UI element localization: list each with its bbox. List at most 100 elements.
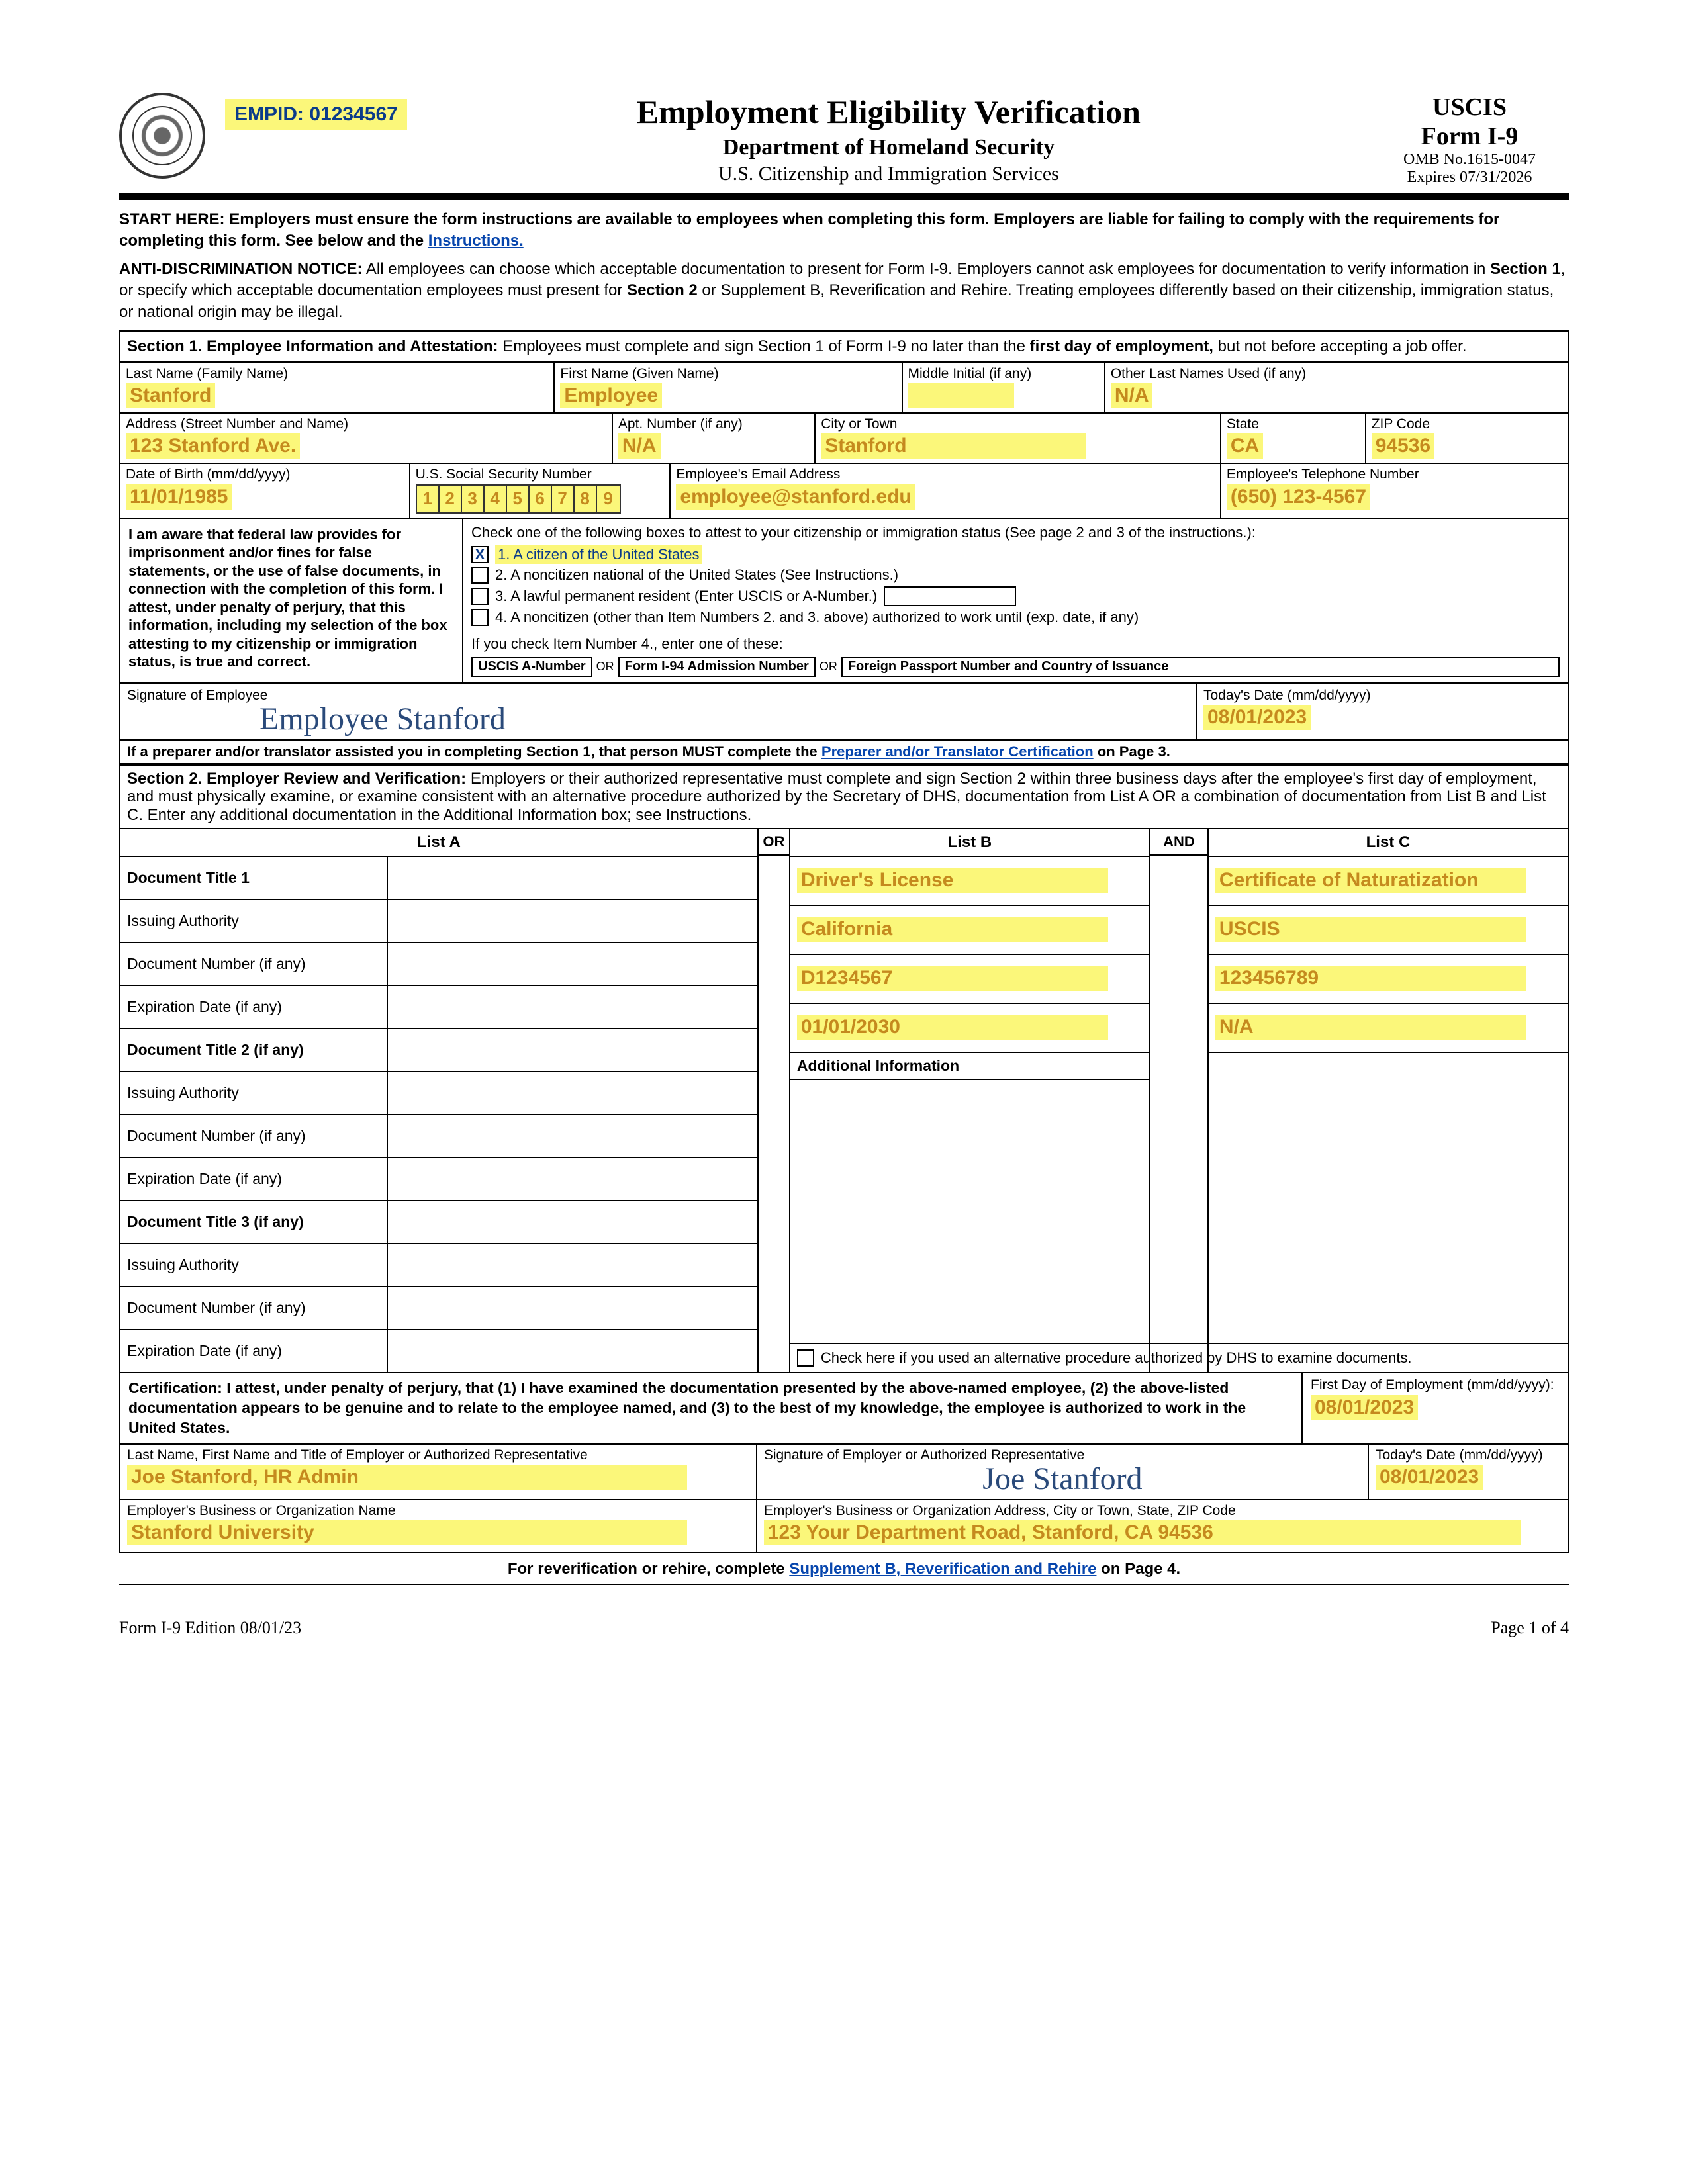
or-text-1: OR: [596, 660, 614, 674]
address-label: Address (Street Number and Name): [126, 416, 606, 432]
list-c-num[interactable]: 123456789: [1215, 966, 1526, 991]
list-a-exp-2[interactable]: [388, 1158, 757, 1200]
list-a-num-1[interactable]: [388, 943, 757, 985]
city-value[interactable]: Stanford: [821, 433, 1086, 459]
citizen-checkbox[interactable]: X: [471, 546, 489, 563]
and-column: AND: [1149, 829, 1209, 1372]
doc-title-1-label: Document Title 1: [120, 857, 388, 899]
start-here-text: START HERE: Employers must ensure the fo…: [119, 209, 1569, 252]
footer-rule: [119, 1584, 1569, 1585]
expires: Expires 07/31/2026: [1370, 169, 1569, 187]
apt-value[interactable]: N/A: [618, 433, 661, 459]
fdoe-label: First Day of Employment (mm/dd/yyyy):: [1311, 1377, 1560, 1393]
list-a-column: List A Document Title 1 Issuing Authorit…: [120, 829, 757, 1372]
org-name-label: Employer's Business or Organization Name: [127, 1503, 749, 1519]
doc-num-3-label: Document Number (if any): [120, 1287, 388, 1329]
other-names-label: Other Last Names Used (if any): [1111, 366, 1562, 382]
first-name-label: First Name (Given Name): [560, 366, 896, 382]
first-name-value[interactable]: Employee: [560, 383, 662, 408]
dob-row: Date of Birth (mm/dd/yyyy)11/01/1985 U.S…: [119, 464, 1569, 518]
lpr-number-field[interactable]: [884, 586, 1016, 606]
org-addr-label: Employer's Business or Organization Addr…: [764, 1503, 1561, 1519]
noncitizen-checkbox[interactable]: [471, 609, 489, 626]
employer-name[interactable]: Joe Stanford, HR Admin: [127, 1465, 687, 1490]
list-a-title-2[interactable]: [388, 1029, 757, 1071]
title-block: Employment Eligibility Verification Depa…: [427, 93, 1350, 185]
list-a-num-2[interactable]: [388, 1115, 757, 1157]
list-a-exp-3[interactable]: [388, 1330, 757, 1372]
empid-badge: EMPID: 01234567: [225, 99, 407, 130]
lpr-checkbox[interactable]: [471, 588, 489, 605]
employer-sig-row: Last Name, First Name and Title of Emplo…: [119, 1445, 1569, 1500]
ssn-value[interactable]: 123456789: [416, 484, 621, 514]
doc-num-label: Document Number (if any): [120, 943, 388, 985]
list-c-title[interactable]: Certificate of Naturatization: [1215, 868, 1526, 893]
employer-sign-date[interactable]: 08/01/2023: [1376, 1465, 1483, 1490]
certification-row: Certification: I attest, under penalty o…: [119, 1373, 1569, 1445]
list-b-exp[interactable]: 01/01/2030: [797, 1015, 1108, 1040]
middle-initial-value[interactable]: [908, 383, 1014, 408]
a-number-field[interactable]: USCIS A-Number: [471, 657, 592, 677]
supplement-b-link[interactable]: Supplement B, Reverification and Rehire: [789, 1560, 1096, 1578]
section2-header: Section 2. Employer Review and Verificat…: [119, 764, 1569, 830]
dhs-seal-icon: [119, 93, 205, 179]
state-value[interactable]: CA: [1227, 433, 1263, 459]
last-name-label: Last Name (Family Name): [126, 366, 548, 382]
list-c-exp[interactable]: N/A: [1215, 1015, 1526, 1040]
heavy-rule: [119, 193, 1569, 200]
section1-header: Section 1. Employee Information and Atte…: [119, 330, 1569, 362]
form-title: Employment Eligibility Verification: [427, 93, 1350, 131]
list-a-title-3[interactable]: [388, 1201, 757, 1243]
address-value[interactable]: 123 Stanford Ave.: [126, 433, 300, 459]
other-names-value[interactable]: N/A: [1111, 383, 1153, 408]
passport-field[interactable]: Foreign Passport Number and Country of I…: [841, 657, 1560, 677]
national-checkbox[interactable]: [471, 567, 489, 584]
issuing-auth-2-label: Issuing Authority: [120, 1072, 388, 1114]
dob-value[interactable]: 11/01/1985: [126, 484, 232, 510]
list-a-auth-2[interactable]: [388, 1072, 757, 1114]
zip-value[interactable]: 94536: [1372, 433, 1434, 459]
list-a-title-1[interactable]: [388, 857, 757, 899]
i94-field[interactable]: Form I-94 Admission Number: [618, 657, 816, 677]
preparer-link[interactable]: Preparer and/or Translator Certification: [821, 743, 1094, 760]
org-address[interactable]: 123 Your Department Road, Stanford, CA 9…: [764, 1520, 1521, 1545]
reverification-note: For reverification or rehire, complete S…: [119, 1560, 1569, 1578]
or-column: OR: [757, 829, 790, 1372]
employee-sign-date[interactable]: 08/01/2023: [1203, 705, 1311, 730]
alt-procedure-checkbox[interactable]: [797, 1349, 814, 1367]
agency-name: U.S. Citizenship and Immigration Service…: [427, 163, 1350, 185]
list-c-auth[interactable]: USCIS: [1215, 917, 1526, 942]
phone-value[interactable]: (650) 123-4567: [1227, 484, 1370, 510]
employer-org-row: Employer's Business or Organization Name…: [119, 1500, 1569, 1553]
list-b-column: List B Driver's License California D1234…: [790, 829, 1149, 1372]
list-b-num[interactable]: D1234567: [797, 966, 1108, 991]
list-b-auth[interactable]: California: [797, 917, 1108, 942]
employer-date-label: Today's Date (mm/dd/yyyy): [1376, 1447, 1561, 1463]
first-day-employment[interactable]: 08/01/2023: [1311, 1395, 1418, 1420]
page-footer: Form I-9 Edition 08/01/23 Page 1 of 4: [119, 1618, 1569, 1638]
additional-info-box[interactable]: [790, 1080, 1149, 1343]
instructions-link[interactable]: Instructions.: [428, 232, 524, 250]
list-a-header: List A: [120, 829, 757, 857]
list-a-num-3[interactable]: [388, 1287, 757, 1329]
last-name-value[interactable]: Stanford: [126, 383, 215, 408]
exp-date-label: Expiration Date (if any): [120, 986, 388, 1028]
citizenship-options: Check one of the following boxes to atte…: [463, 519, 1569, 684]
employer-signature[interactable]: Joe Stanford: [764, 1463, 1361, 1495]
address-row: Address (Street Number and Name)123 Stan…: [119, 414, 1569, 464]
list-a-auth-3[interactable]: [388, 1244, 757, 1286]
employee-signature[interactable]: Employee Stanford: [127, 704, 1189, 735]
check-intro: Check one of the following boxes to atte…: [471, 524, 1560, 541]
list-a-exp-1[interactable]: [388, 986, 757, 1028]
doc-title-2-label: Document Title 2 (if any): [120, 1029, 388, 1071]
preparer-note: If a preparer and/or translator assisted…: [119, 741, 1569, 764]
email-value[interactable]: employee@stanford.edu: [676, 484, 915, 510]
omb-number: OMB No.1615-0047: [1370, 151, 1569, 169]
org-name[interactable]: Stanford University: [127, 1520, 687, 1545]
employee-signature-row: Signature of Employee Employee Stanford …: [119, 684, 1569, 741]
name-row: Last Name (Family Name)Stanford First Na…: [119, 362, 1569, 414]
list-a-auth-1[interactable]: [388, 900, 757, 942]
page-number: Page 1 of 4: [1491, 1618, 1569, 1638]
list-b-title[interactable]: Driver's License: [797, 868, 1108, 893]
and-header: AND: [1150, 829, 1207, 856]
